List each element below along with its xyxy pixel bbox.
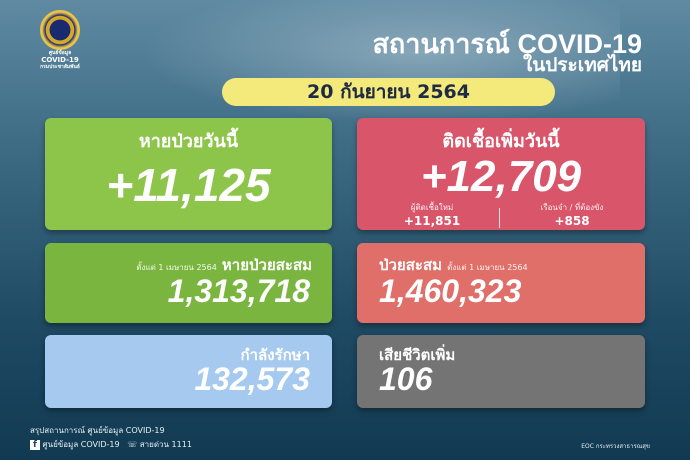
treating-value: 132,573 xyxy=(194,361,310,397)
seal-icon xyxy=(40,10,80,50)
cases-total-since: ตั้งแต่ 1 เมษายน 2564 xyxy=(447,263,528,272)
phone-icon: ☏ xyxy=(127,440,138,449)
footer-contacts: f ศูนย์ข้อมูล COVID-19 ☏ สายด่วน 1111 xyxy=(30,438,192,451)
recovered-total-since: ตั้งแต่ 1 เมษายน 2564 xyxy=(136,263,217,272)
cases-total-value: 1,460,323 xyxy=(379,273,522,309)
page-subtitle: ในประเทศไทย xyxy=(522,54,642,76)
recovered-today-label: หายป่วยวันนี้ xyxy=(138,131,239,152)
facebook-icon: f xyxy=(30,439,40,450)
hotline: สายด่วน 1111 xyxy=(139,440,192,449)
date-badge: 20 กันยายน 2564 xyxy=(222,78,555,106)
recovered-total-card: ตั้งแต่ 1 เมษายน 2564 หายป่วยสะสม 1,313,… xyxy=(45,243,332,323)
divider xyxy=(499,208,500,228)
background-photo xyxy=(120,0,620,130)
prison-cases-label: เรือนจำ / ที่ต้องขัง xyxy=(540,203,604,212)
deaths-card: เสียชีวิตเพิ่ม 106 xyxy=(357,335,645,408)
recovered-today-value: +11,125 xyxy=(106,159,271,211)
new-infections-value: +11,851 xyxy=(403,214,461,228)
facebook-page: ศูนย์ข้อมูล COVID-19 xyxy=(42,440,120,449)
treating-label: กำลังรักษา xyxy=(240,346,310,364)
logo-line3: กรมประชาสัมพันธ์ xyxy=(40,64,80,70)
cases-total-card: ป่วยสะสม ตั้งแต่ 1 เมษายน 2564 1,460,323 xyxy=(357,243,645,323)
logo: ศูนย์ข้อมูล COVID-19 กรมประชาสัมพันธ์ xyxy=(30,10,90,70)
deaths-label: เสียชีวิตเพิ่ม xyxy=(379,346,456,364)
logo-line2: COVID-19 xyxy=(41,56,79,64)
logo-line1: ศูนย์ข้อมูล xyxy=(48,50,72,56)
recovered-total-label: หายป่วยสะสม xyxy=(221,256,312,274)
footer-source: EOC กระทรวงสาธารณสุข xyxy=(581,443,650,450)
footer-summary: สรุปสถานการณ์ ศูนย์ข้อมูล COVID-19 xyxy=(30,426,165,435)
new-infections-label: ผู้ติดเชื้อใหม่ xyxy=(410,203,454,212)
deaths-value: 106 xyxy=(379,361,433,397)
treating-card: กำลังรักษา 132,573 xyxy=(45,335,332,408)
new-cases-card: ติดเชื้อเพิ่มวันนี้ +12,709 ผู้ติดเชื้อใ… xyxy=(357,118,645,230)
prison-cases-value: +858 xyxy=(554,214,590,228)
cases-total-label: ป่วยสะสม xyxy=(379,256,442,274)
new-cases-value: +12,709 xyxy=(420,152,582,201)
recovered-total-value: 1,313,718 xyxy=(167,273,310,309)
new-cases-label: ติดเชื้อเพิ่มวันนี้ xyxy=(442,131,560,152)
page-title: สถานการณ์ COVID-19 xyxy=(372,29,642,59)
recovered-today-card: หายป่วยวันนี้ +11,125 xyxy=(45,118,332,230)
